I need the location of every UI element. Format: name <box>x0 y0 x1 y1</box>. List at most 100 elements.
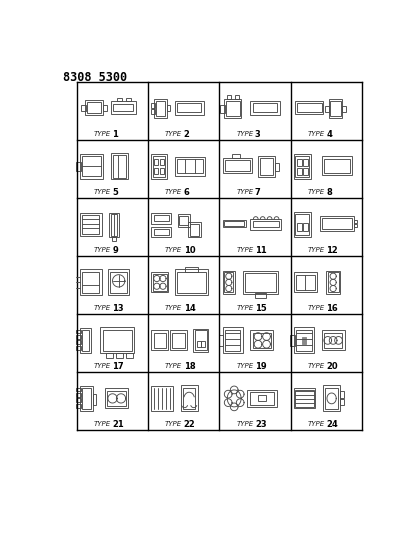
Bar <box>80 213 101 236</box>
Bar <box>296 159 301 166</box>
Bar <box>194 330 207 350</box>
Bar <box>160 168 163 174</box>
Bar <box>294 390 313 407</box>
Text: TYPE: TYPE <box>94 131 111 138</box>
Bar <box>81 387 91 409</box>
Bar <box>166 106 169 111</box>
Bar <box>153 215 169 221</box>
Bar <box>329 101 340 116</box>
Bar <box>353 220 356 223</box>
Bar <box>76 329 81 334</box>
Bar <box>180 385 197 411</box>
Text: TYPE: TYPE <box>236 189 253 195</box>
Text: 1: 1 <box>112 130 118 139</box>
Bar <box>100 327 134 353</box>
Bar <box>328 99 342 118</box>
Text: TYPE: TYPE <box>307 189 324 195</box>
Bar <box>82 215 99 233</box>
Bar <box>274 163 278 171</box>
Bar <box>172 333 184 348</box>
Bar <box>177 214 189 227</box>
Bar <box>321 218 351 229</box>
Text: TYPE: TYPE <box>94 364 111 369</box>
Bar <box>109 213 118 238</box>
Bar <box>185 267 197 272</box>
Bar <box>323 159 349 173</box>
Bar <box>196 341 200 348</box>
Text: TYPE: TYPE <box>236 131 253 138</box>
Bar <box>151 386 173 411</box>
Text: TYPE: TYPE <box>165 305 182 311</box>
Bar <box>126 99 131 101</box>
Bar <box>188 222 200 238</box>
Bar <box>176 103 201 112</box>
Bar <box>156 101 165 116</box>
Bar <box>296 223 301 231</box>
Bar <box>250 219 281 230</box>
Text: 8: 8 <box>326 188 331 197</box>
Bar <box>222 158 251 173</box>
Bar <box>174 101 203 115</box>
Bar <box>322 385 339 411</box>
Bar <box>224 221 244 226</box>
Text: TYPE: TYPE <box>165 131 182 138</box>
Bar <box>151 330 168 350</box>
Bar <box>111 154 128 180</box>
Text: TYPE: TYPE <box>307 247 324 253</box>
Bar <box>294 101 322 114</box>
Bar <box>82 272 99 293</box>
Bar <box>252 103 276 112</box>
Bar <box>289 335 294 346</box>
Bar <box>319 216 353 231</box>
Text: 11: 11 <box>254 246 266 255</box>
Text: 22: 22 <box>183 420 195 429</box>
Text: 7: 7 <box>254 188 260 197</box>
Text: TYPE: TYPE <box>165 189 182 195</box>
Bar <box>325 387 337 409</box>
Bar <box>295 329 311 351</box>
Bar <box>218 335 223 346</box>
Bar <box>234 95 238 99</box>
Bar <box>247 390 276 407</box>
Text: TYPE: TYPE <box>94 189 111 195</box>
Bar <box>112 237 116 241</box>
Bar <box>257 156 274 177</box>
Bar <box>113 104 133 111</box>
Bar <box>231 154 239 158</box>
Bar <box>321 330 344 350</box>
Text: 14: 14 <box>183 304 195 313</box>
Bar <box>302 168 307 175</box>
Bar <box>81 329 89 351</box>
Bar <box>81 106 85 111</box>
Text: 17: 17 <box>112 362 124 371</box>
Bar <box>117 99 121 101</box>
Bar <box>102 329 131 351</box>
Bar <box>326 271 339 294</box>
Bar <box>294 156 308 177</box>
Text: 15: 15 <box>254 304 266 313</box>
Bar <box>80 154 103 179</box>
Bar <box>169 330 187 350</box>
Bar <box>296 103 321 112</box>
Bar <box>112 155 126 178</box>
Bar <box>76 387 81 391</box>
Bar <box>76 398 81 402</box>
Bar <box>224 99 240 118</box>
Text: 16: 16 <box>326 304 337 313</box>
Text: 20: 20 <box>326 362 337 371</box>
Bar <box>293 327 313 353</box>
Bar <box>302 159 307 166</box>
Bar <box>151 103 155 108</box>
Bar <box>154 159 158 165</box>
Bar <box>249 392 274 405</box>
Text: 10: 10 <box>183 246 195 255</box>
Text: TYPE: TYPE <box>307 305 324 311</box>
Bar <box>244 273 275 292</box>
Bar <box>222 327 242 353</box>
Bar <box>179 216 188 225</box>
Bar <box>160 159 163 165</box>
Bar <box>76 341 81 344</box>
Bar <box>225 160 249 171</box>
Bar <box>151 109 155 114</box>
Text: TYPE: TYPE <box>307 421 324 427</box>
